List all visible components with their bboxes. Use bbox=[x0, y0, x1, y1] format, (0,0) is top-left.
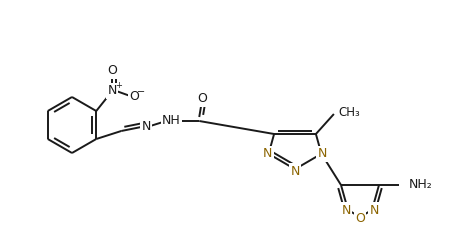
Text: N: N bbox=[142, 120, 151, 132]
Text: O: O bbox=[197, 92, 207, 106]
Text: O: O bbox=[107, 65, 117, 78]
Text: N: N bbox=[369, 204, 378, 216]
Text: NH: NH bbox=[162, 114, 181, 127]
Text: O: O bbox=[130, 90, 139, 102]
Text: +: + bbox=[115, 82, 122, 90]
Text: N: N bbox=[263, 147, 272, 160]
Text: N: N bbox=[318, 147, 327, 160]
Text: −: − bbox=[137, 87, 145, 97]
Text: CH₃: CH₃ bbox=[338, 106, 360, 119]
Text: N: N bbox=[107, 84, 117, 97]
Text: O: O bbox=[355, 212, 365, 226]
Text: N: N bbox=[290, 165, 300, 178]
Text: NH₂: NH₂ bbox=[409, 179, 433, 192]
Text: N: N bbox=[341, 204, 351, 216]
